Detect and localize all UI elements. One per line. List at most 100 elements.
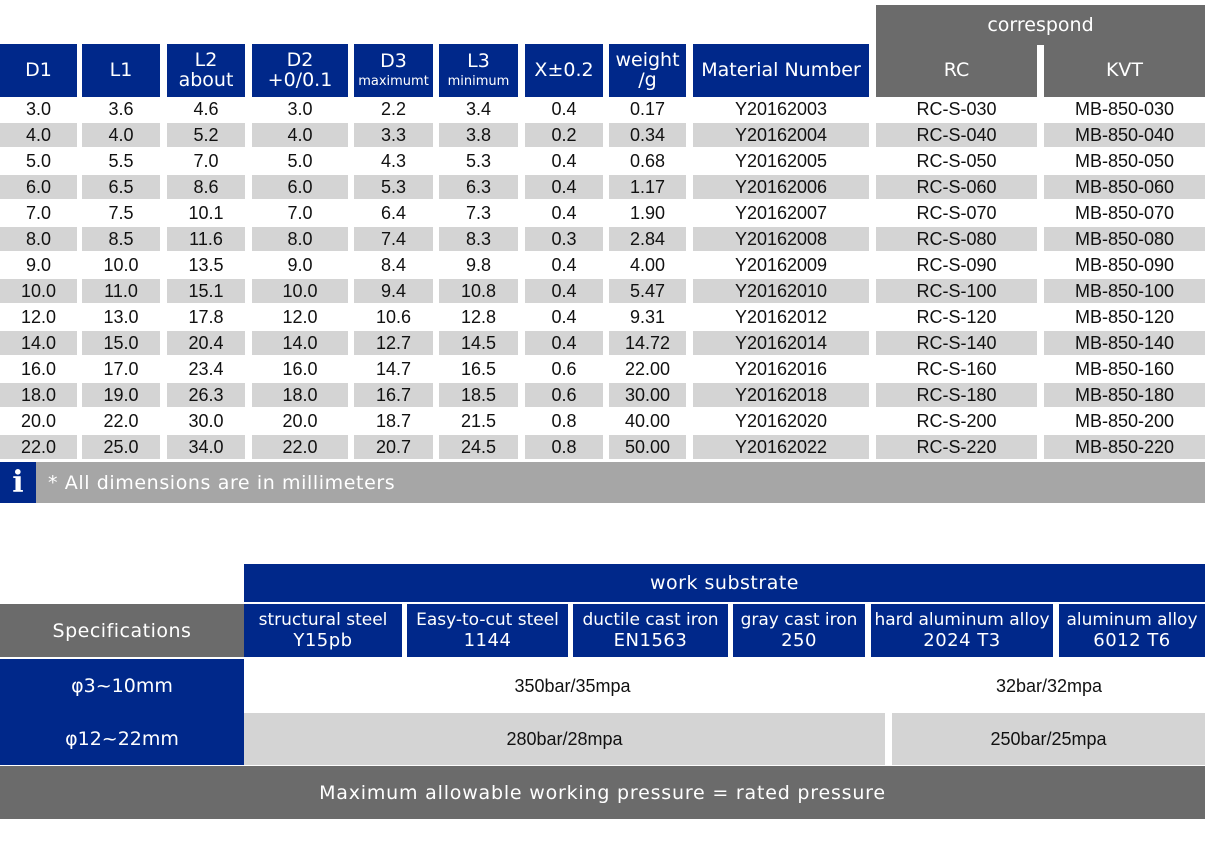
cell-d2: 3.0 — [287, 98, 313, 119]
cell-l3: 10.8 — [439, 279, 518, 303]
col-header-l3: L3 minimum — [439, 44, 518, 97]
cell-x: 0.8 — [525, 435, 603, 459]
cell-weight: 0.34 — [609, 123, 686, 147]
cell-d3: 8.4 — [380, 254, 407, 275]
footer-note: Maximum allowable working pressure = rat… — [0, 766, 1205, 819]
cell-kvt-code: MB-850-070 — [1074, 202, 1175, 223]
cell-rc-code: RC-S-140 — [876, 331, 1037, 355]
cell-d1: 7.0 — [25, 202, 52, 223]
cell-l3: 8.3 — [439, 227, 518, 251]
cell-d2: 18.0 — [252, 383, 348, 407]
cell-l3: 7.3 — [465, 202, 492, 223]
cell-rc-code: RC-S-030 — [916, 98, 997, 119]
cell-weight: 30.00 — [609, 383, 686, 407]
cell-x: 0.4 — [551, 202, 577, 223]
cell-d1: 3.0 — [25, 98, 52, 119]
col-header-material: Material Number — [693, 44, 869, 97]
cell-d1: 12.0 — [20, 306, 57, 327]
cell-material-number: Y20162007 — [734, 202, 828, 223]
pressure-aluminum-small: 32bar/32mpa — [893, 659, 1205, 713]
pressure-value: 250bar/25mpa — [990, 728, 1107, 749]
material-header: hard aluminum alloy 2024 T3 — [871, 604, 1053, 657]
cell-x: 0.4 — [551, 98, 577, 119]
table-row: 8.0 8.5 11.6 8.0 7.4 8.3 0.3 2.84 Y20162008 RC-S-… — [0, 227, 1205, 253]
cell-l3: 14.5 — [439, 331, 518, 355]
material-name: hard aluminum alloy — [874, 609, 1050, 630]
cell-l2: 15.1 — [167, 279, 245, 303]
cell-d1: 16.0 — [20, 358, 57, 379]
cell-d3: 2.2 — [380, 98, 407, 119]
cell-rc-code: RC-S-200 — [916, 410, 997, 431]
cell-kvt-code: MB-850-220 — [1044, 435, 1205, 459]
cell-d3: 12.7 — [354, 331, 433, 355]
cell-l1: 15.0 — [82, 331, 160, 355]
cell-l1: 4.0 — [82, 123, 160, 147]
pressure-aluminum-large: 250bar/25mpa — [892, 713, 1205, 765]
cell-l2: 8.6 — [167, 175, 245, 199]
cell-d3: 14.7 — [375, 358, 412, 379]
cell-rc-code: RC-S-120 — [916, 306, 997, 327]
cell-rc-code: RC-S-070 — [916, 202, 997, 223]
table-row: 12.0 13.0 17.8 12.0 10.6 12.8 0.4 9.31 Y20162012… — [0, 305, 1205, 331]
cell-d1: 22.0 — [0, 435, 77, 459]
cell-kvt-code: MB-850-080 — [1044, 227, 1205, 251]
col-header-kvt: KVT — [1044, 44, 1205, 97]
material-header: ductile cast iron EN1563 — [573, 604, 728, 657]
cell-d1: 6.0 — [0, 175, 77, 199]
cell-weight: 1.90 — [629, 202, 666, 223]
cell-x: 0.8 — [551, 410, 577, 431]
col-header-l1: L1 — [82, 44, 160, 97]
material-code: Y15pb — [293, 629, 353, 651]
cell-material-number: Y20162005 — [734, 150, 828, 171]
size-range-label: φ3~10mm — [71, 675, 173, 697]
cell-l1: 19.0 — [82, 383, 160, 407]
material-header: structural steel Y15pb — [244, 604, 402, 657]
cell-l3: 16.5 — [460, 358, 497, 379]
cell-kvt-code: MB-850-050 — [1074, 150, 1175, 171]
cell-rc-code: RC-S-080 — [876, 227, 1037, 251]
cell-l3: 18.5 — [439, 383, 518, 407]
cell-kvt-code: MB-850-140 — [1044, 331, 1205, 355]
col-header-l2-line2: about — [178, 68, 234, 91]
cell-rc-code: RC-S-180 — [876, 383, 1037, 407]
col-header-l1-label: L1 — [109, 58, 133, 81]
col-header-weight: weight /g — [609, 44, 686, 97]
material-name: aluminum alloy — [1066, 609, 1198, 630]
cell-l2: 34.0 — [167, 435, 245, 459]
cell-l2: 7.0 — [193, 150, 219, 171]
cell-d3: 7.4 — [354, 227, 433, 251]
cell-x: 0.4 — [551, 150, 577, 171]
col-header-l3-line2: minimum — [447, 74, 510, 90]
cell-l1: 11.0 — [82, 279, 160, 303]
table-row: 6.0 6.5 8.6 6.0 5.3 6.3 0.4 1.17 Y20162006 RC-S-0… — [0, 175, 1205, 201]
cell-rc-code: RC-S-060 — [876, 175, 1037, 199]
cell-d3: 3.3 — [354, 123, 433, 147]
cell-d3: 6.4 — [380, 202, 407, 223]
info-icon-glyph: i — [12, 465, 24, 500]
cell-rc-code: RC-S-090 — [916, 254, 997, 275]
cell-d2: 9.0 — [287, 254, 313, 275]
cell-rc-code: RC-S-040 — [876, 123, 1037, 147]
col-header-material-label: Material Number — [701, 58, 861, 81]
cell-material-number: Y20162004 — [693, 123, 869, 147]
footer-note-text: Maximum allowable working pressure = rat… — [319, 781, 886, 804]
cell-kvt-code: MB-850-100 — [1044, 279, 1205, 303]
col-header-x: X±0.2 — [525, 44, 603, 97]
table-row: 4.0 4.0 5.2 4.0 3.3 3.8 0.2 0.34 Y20162004 RC-S-0… — [0, 123, 1205, 149]
cell-d3: 16.7 — [354, 383, 433, 407]
cell-d2: 22.0 — [252, 435, 348, 459]
cell-d2: 8.0 — [252, 227, 348, 251]
cell-l1: 13.0 — [103, 306, 139, 327]
material-header: Easy-to-cut steel 1144 — [407, 604, 568, 657]
cell-d3: 20.7 — [354, 435, 433, 459]
table-row: 22.0 25.0 34.0 22.0 20.7 24.5 0.8 50.00 Y2016202… — [0, 435, 1205, 461]
cell-weight: 40.00 — [624, 410, 671, 431]
cell-l1: 22.0 — [103, 410, 139, 431]
cell-rc-code: RC-S-160 — [916, 358, 997, 379]
cell-d2: 4.0 — [252, 123, 348, 147]
cell-material-number: Y20162009 — [734, 254, 828, 275]
cell-l1: 5.5 — [108, 150, 134, 171]
col-header-x-label: X±0.2 — [534, 58, 594, 81]
cell-weight: 2.84 — [609, 227, 686, 251]
cell-d1: 9.0 — [25, 254, 52, 275]
